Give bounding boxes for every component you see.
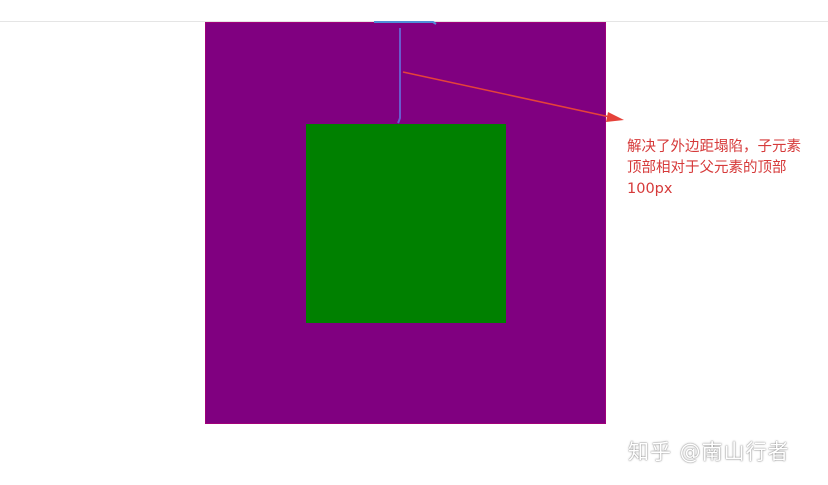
annotation-line-3: 100px bbox=[627, 181, 673, 197]
annotation-line-1: 解决了外边距塌陷，子元素 bbox=[627, 139, 801, 155]
annotation-line-2: 顶部相对于父元素的顶部 bbox=[627, 160, 787, 176]
annotation-text: 解决了外边距塌陷，子元素 顶部相对于父元素的顶部 100px bbox=[627, 137, 827, 200]
zhihu-watermark: 知乎 @南山行者 bbox=[628, 440, 790, 464]
child-element-box bbox=[306, 124, 506, 323]
